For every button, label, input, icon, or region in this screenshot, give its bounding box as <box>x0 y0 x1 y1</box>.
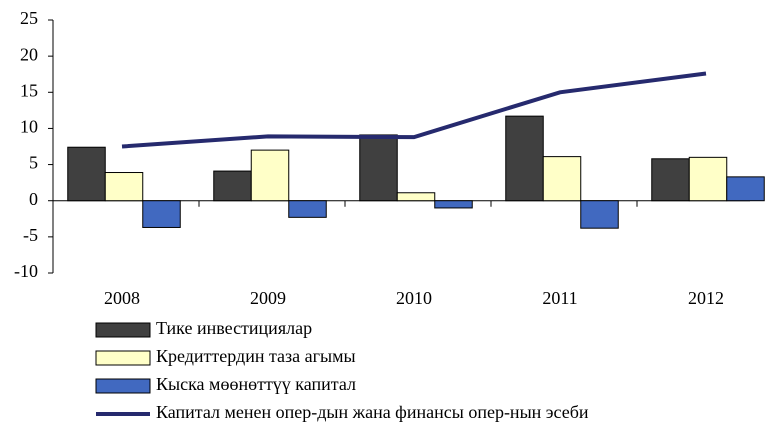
bar <box>542 156 582 202</box>
bar <box>67 146 106 202</box>
bar <box>396 192 436 202</box>
bar <box>688 156 728 202</box>
bar <box>250 149 290 202</box>
y-tick-label: 15 <box>20 80 38 100</box>
bar <box>359 134 398 202</box>
y-tick-label: 25 <box>20 8 38 28</box>
y-tick-label: 5 <box>29 153 38 173</box>
bar <box>651 158 690 202</box>
x-tick-label: 2012 <box>688 288 724 308</box>
y-tick-label: -5 <box>23 225 38 245</box>
bar <box>213 170 252 202</box>
x-tick-label: 2009 <box>250 288 286 308</box>
legend-label: Капитал менен опер-дын жана финансы опер… <box>156 402 589 422</box>
line-series <box>121 71 707 149</box>
y-tick-label: 0 <box>29 189 38 209</box>
legend-label: Кыска мөөнөттүү капитал <box>156 374 356 394</box>
x-tick-label: 2010 <box>396 288 432 308</box>
bar <box>288 200 327 218</box>
bar <box>142 200 181 228</box>
x-tick-label: 2011 <box>542 288 577 308</box>
bar <box>580 200 619 229</box>
y-tick-label: 10 <box>20 117 38 137</box>
y-tick-label: 20 <box>20 44 38 64</box>
legend-swatch <box>95 378 151 394</box>
legend-swatch <box>95 350 151 366</box>
bar <box>726 176 765 202</box>
y-tick-label: -10 <box>14 261 38 281</box>
x-tick-label: 2008 <box>104 288 140 308</box>
legend-label: Тике инвестициялар <box>156 318 312 338</box>
legend-label: Кредиттердин таза агымы <box>156 346 356 366</box>
bar <box>505 115 544 202</box>
bar <box>434 200 473 209</box>
legend-swatch <box>95 322 151 338</box>
bar <box>104 172 144 202</box>
